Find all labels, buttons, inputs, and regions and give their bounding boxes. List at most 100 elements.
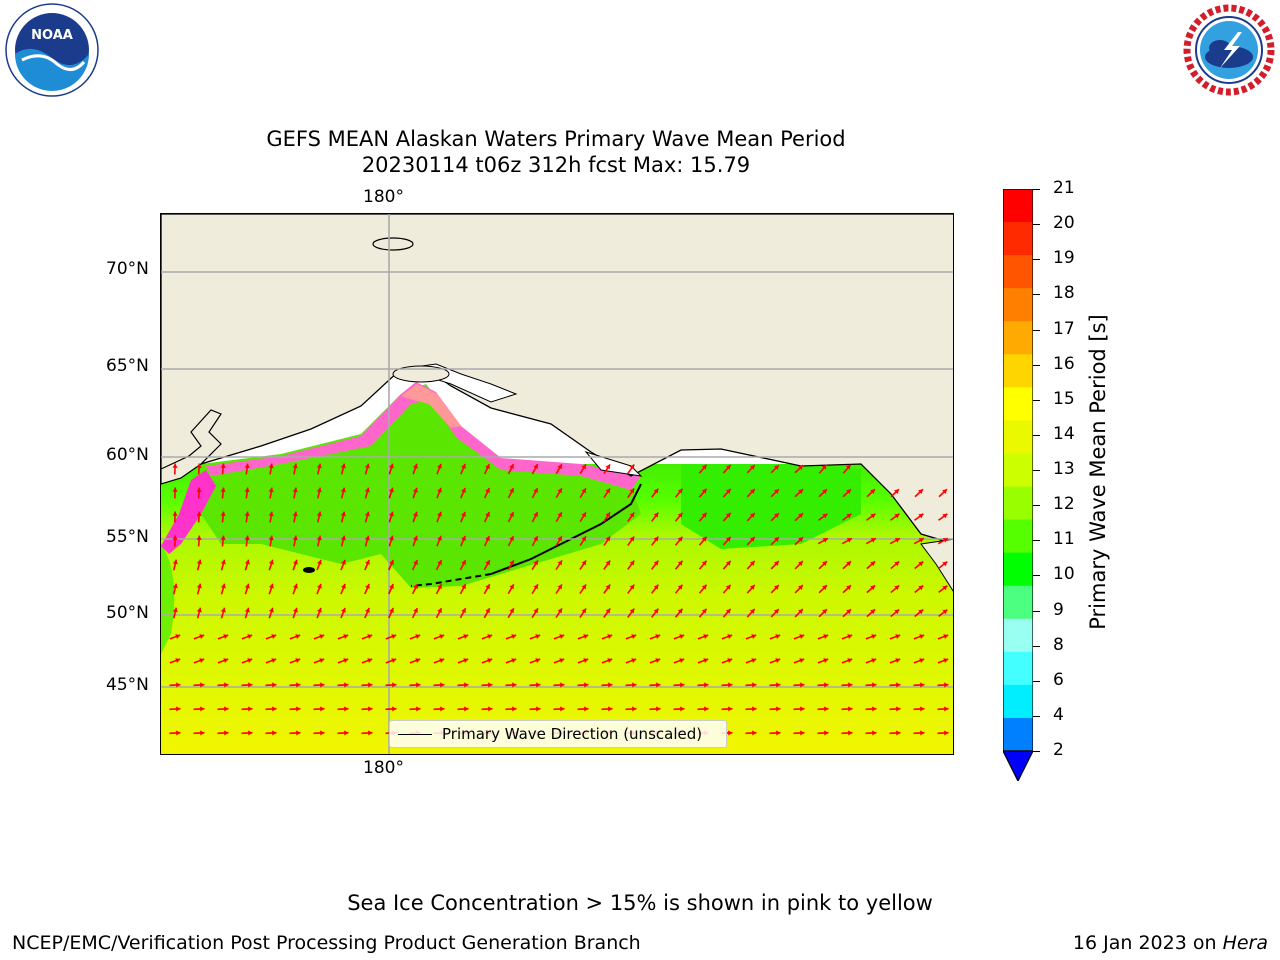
wave-arrow-head — [895, 658, 901, 664]
wave-arrow-head — [942, 561, 948, 567]
wave-arrow-head — [511, 634, 517, 640]
colorbar-tick-mark — [1033, 470, 1040, 471]
wave-arrow-head — [918, 585, 924, 591]
wave-arrow-head — [847, 634, 853, 640]
colorbar-cell — [1003, 552, 1033, 587]
wave-arrow-head — [557, 512, 562, 518]
wave-arrow-head — [919, 634, 925, 640]
wave-arrow-head — [872, 682, 877, 688]
wave-arrow-head — [485, 464, 490, 469]
wave-arrow-head — [172, 559, 178, 565]
wave-arrow-head — [368, 730, 373, 736]
wave-arrow-head — [656, 706, 661, 712]
wave-arrow-head — [872, 730, 877, 736]
colorbar-cell — [1003, 651, 1033, 686]
wave-arrow-head — [631, 658, 637, 664]
wave-arrow-head — [292, 607, 298, 613]
wave-arrow-head — [581, 560, 587, 566]
wave-arrow-head — [196, 487, 202, 492]
wave-arrow-head — [464, 706, 469, 712]
wave-arrow-head — [920, 682, 925, 688]
wave-arrow-head — [413, 608, 418, 614]
footer-date: 16 Jan 2023 on Hera — [1073, 932, 1268, 954]
wave-arrow-head — [749, 608, 755, 614]
wave-arrow-head — [220, 511, 226, 517]
chart-subtitle: 20230114 t06z 312h fcst Max: 15.79 — [361, 153, 751, 177]
wave-arrow-head — [485, 488, 490, 493]
wave-arrow-head — [919, 658, 925, 664]
wave-arrow-head — [773, 585, 779, 590]
colorbar-cell — [1003, 222, 1033, 256]
wave-arrow-head — [581, 512, 586, 518]
wave-arrow-head — [584, 682, 589, 688]
colorbar-cell — [1003, 618, 1033, 653]
wave-arrow-head — [701, 512, 707, 518]
wave-arrow-head — [584, 706, 589, 712]
wave-arrow-head — [368, 682, 373, 688]
wave-arrow-head — [535, 658, 541, 664]
wave-arrow-head — [295, 658, 301, 664]
wave-arrow-head — [605, 608, 611, 614]
wave-arrow-head — [728, 682, 733, 688]
wave-arrow-head — [725, 512, 731, 518]
wave-arrow-head — [581, 608, 587, 614]
wave-arrow-head — [560, 682, 565, 688]
colorbar-extend-triangle — [1003, 750, 1033, 781]
sea-ice-edge — [206, 382, 641, 490]
wave-arrow-head — [942, 609, 948, 615]
wave-arrow-head — [296, 682, 301, 688]
wave-arrow-head — [703, 634, 709, 640]
wave-arrow-head — [196, 535, 202, 540]
wave-arrow-head — [172, 535, 178, 540]
wave-arrow-head — [196, 607, 202, 613]
wave-arrow-head — [846, 609, 852, 615]
wave-arrow-head — [316, 487, 322, 493]
wave-arrow-head — [319, 658, 325, 664]
wave-arrow-head — [461, 560, 466, 566]
wave-arrow-head — [536, 706, 541, 712]
wave-arrow-head — [751, 658, 757, 664]
wave-arrow-head — [176, 706, 181, 712]
wave-arrow-head — [343, 658, 349, 664]
wave-arrow-head — [416, 682, 421, 688]
wave-arrow-head — [581, 464, 586, 470]
wave-arrow-head — [774, 513, 779, 518]
wave-arrow-head — [557, 464, 562, 470]
colorbar-tick-label: 19 — [1053, 248, 1075, 269]
wave-arrow-head — [364, 511, 370, 517]
wave-arrow-head — [389, 607, 394, 613]
wave-arrow-head — [509, 536, 514, 542]
wave-arrow-head — [391, 634, 397, 640]
wave-arrow-head — [677, 488, 683, 494]
wave-arrow-head — [391, 658, 397, 664]
wave-arrow-head — [943, 658, 949, 664]
wave-arrow-head — [870, 513, 876, 519]
wave-arrow-head — [824, 682, 829, 688]
wave-arrow-head — [848, 682, 853, 688]
wave-arrow-head — [268, 463, 274, 469]
wave-arrow-head — [272, 730, 277, 736]
wave-arrow-head — [605, 584, 611, 590]
wave-arrow-head — [509, 608, 514, 614]
wave-arrow-head — [751, 634, 757, 640]
sea-ice-note: Sea Ice Concentration > 15% is shown in … — [347, 891, 933, 915]
wave-arrow-head — [389, 559, 394, 565]
wave-arrow-head — [224, 730, 229, 736]
wave-arrow-head — [244, 535, 250, 541]
wave-arrow-head — [701, 560, 707, 566]
wave-arrow-head — [416, 706, 421, 712]
colorbar-tick-label: 14 — [1053, 423, 1075, 444]
footer-date-text: 16 Jan 2023 on — [1072, 932, 1223, 954]
wave-arrow-head — [728, 730, 733, 736]
wave-arrow-head — [316, 535, 322, 541]
wave-arrow-head — [461, 608, 466, 614]
colorbar-tick-label: 20 — [1053, 213, 1075, 234]
wave-arrow-head — [268, 607, 274, 613]
wave-arrow-head — [248, 730, 253, 736]
wave-arrow-head — [295, 634, 301, 640]
wave-arrow-head — [199, 634, 205, 640]
commander-islands — [303, 567, 315, 573]
wave-arrow-head — [367, 634, 373, 640]
wave-arrow-head — [918, 538, 924, 543]
wave-arrow-head — [560, 706, 565, 712]
